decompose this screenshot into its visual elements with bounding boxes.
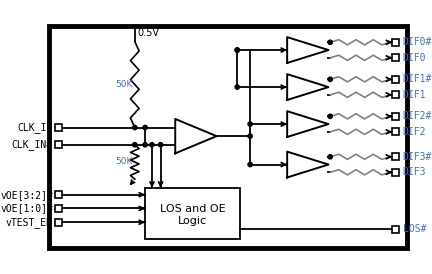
- Text: DIF2#: DIF2#: [403, 111, 432, 121]
- Text: DIF3#: DIF3#: [403, 152, 432, 162]
- Circle shape: [328, 114, 332, 118]
- Circle shape: [143, 125, 147, 130]
- Text: vOE[1:0]#: vOE[1:0]#: [0, 204, 53, 213]
- Circle shape: [235, 85, 239, 89]
- Text: LOS#: LOS#: [403, 224, 426, 234]
- Bar: [392, 129, 399, 135]
- Text: LOS and OE: LOS and OE: [160, 204, 225, 214]
- Bar: [392, 54, 399, 61]
- Circle shape: [133, 125, 137, 130]
- Bar: [392, 153, 399, 160]
- Circle shape: [248, 122, 252, 126]
- Bar: [392, 169, 399, 176]
- Circle shape: [133, 142, 137, 147]
- Text: CLK_IN: CLK_IN: [18, 122, 53, 133]
- Bar: [55, 205, 62, 212]
- Circle shape: [235, 48, 239, 52]
- Text: 50K: 50K: [115, 80, 132, 89]
- Text: vTEST_EN: vTEST_EN: [6, 217, 53, 228]
- Bar: [145, 188, 240, 239]
- Text: Logic: Logic: [178, 216, 207, 226]
- Circle shape: [150, 142, 154, 147]
- Text: DIF1: DIF1: [403, 90, 426, 100]
- Bar: [55, 191, 62, 198]
- Text: 0.5V: 0.5V: [137, 28, 159, 38]
- Circle shape: [248, 134, 252, 138]
- Text: 50K: 50K: [115, 158, 132, 167]
- Bar: [55, 124, 62, 131]
- Text: DIF3: DIF3: [403, 167, 426, 177]
- Bar: [392, 113, 399, 120]
- Text: DIF1#: DIF1#: [403, 74, 432, 84]
- Bar: [392, 91, 399, 98]
- Circle shape: [248, 162, 252, 167]
- Text: DIF2: DIF2: [403, 127, 426, 137]
- Circle shape: [328, 77, 332, 81]
- Circle shape: [159, 142, 163, 147]
- Circle shape: [328, 40, 332, 44]
- Text: CLK_IN#: CLK_IN#: [12, 139, 53, 150]
- Circle shape: [328, 155, 332, 159]
- Text: DIF0#: DIF0#: [403, 37, 432, 47]
- Circle shape: [235, 48, 239, 52]
- Bar: [55, 219, 62, 226]
- Bar: [55, 141, 62, 148]
- Circle shape: [143, 142, 147, 147]
- Text: vOE[3:2]#: vOE[3:2]#: [0, 190, 53, 200]
- Bar: [392, 76, 399, 83]
- Bar: [392, 39, 399, 46]
- Text: DIF0: DIF0: [403, 53, 426, 63]
- Bar: [392, 226, 399, 233]
